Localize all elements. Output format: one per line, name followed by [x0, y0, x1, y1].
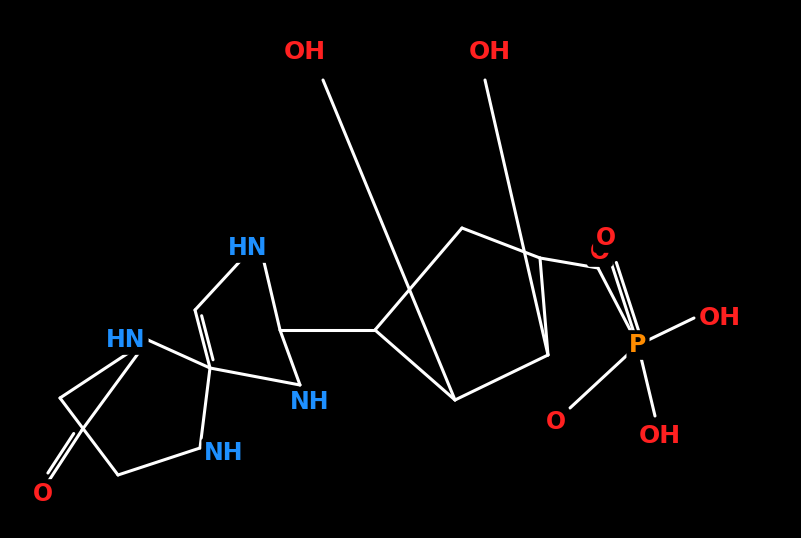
Text: OH: OH — [469, 40, 511, 64]
Text: OH: OH — [284, 40, 326, 64]
Text: P: P — [630, 333, 646, 357]
Text: O: O — [33, 482, 53, 506]
Text: O: O — [546, 410, 566, 434]
Text: OH: OH — [699, 306, 741, 330]
Text: HN: HN — [228, 236, 268, 260]
Text: NH: NH — [290, 390, 330, 414]
Text: NH: NH — [204, 441, 244, 465]
Text: O: O — [596, 226, 616, 250]
Text: HN: HN — [107, 328, 146, 352]
Text: O: O — [590, 240, 610, 264]
Text: OH: OH — [639, 424, 681, 448]
